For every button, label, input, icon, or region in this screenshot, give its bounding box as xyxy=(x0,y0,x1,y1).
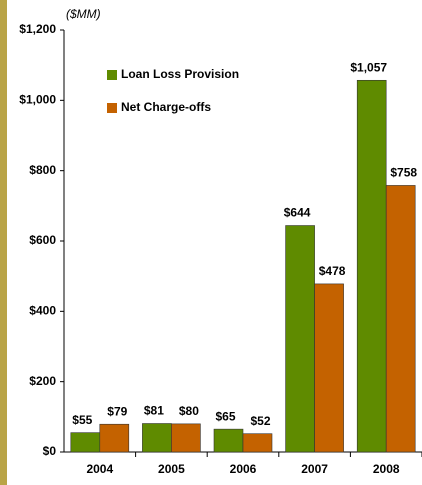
x-tick-label: 2005 xyxy=(158,462,185,476)
y-tick-label: $600 xyxy=(29,233,56,247)
value-label: $52 xyxy=(250,414,270,428)
x-tick-label: 2008 xyxy=(373,462,400,476)
value-label: $81 xyxy=(144,404,164,418)
bar xyxy=(356,79,387,453)
y-tick-label: $400 xyxy=(29,304,56,318)
bar xyxy=(70,432,101,453)
legend-swatch xyxy=(107,70,117,80)
bar xyxy=(99,423,130,453)
value-label: $758 xyxy=(390,166,417,180)
value-label: $80 xyxy=(179,404,199,418)
legend-label: Loan Loss Provision xyxy=(121,67,239,81)
value-label: $644 xyxy=(284,206,311,220)
bar xyxy=(242,433,273,453)
x-tick-label: 2007 xyxy=(301,462,328,476)
value-label: $55 xyxy=(72,413,92,427)
legend-swatch xyxy=(107,103,117,113)
y-tick-label: $0 xyxy=(43,444,57,458)
side-bar xyxy=(0,0,7,485)
x-tick-label: 2004 xyxy=(86,462,113,476)
y-tick-label: $1,200 xyxy=(19,22,56,36)
y-tick-label: $1,000 xyxy=(19,93,56,107)
y-tick-label: $200 xyxy=(29,374,56,388)
bar xyxy=(213,428,244,453)
bar xyxy=(385,185,416,453)
bar xyxy=(314,283,344,453)
value-label: $65 xyxy=(215,409,235,423)
bar xyxy=(285,225,315,453)
bar xyxy=(142,423,172,453)
x-tick-label: 2006 xyxy=(230,462,257,476)
y-tick-label: $800 xyxy=(29,163,56,177)
legend-label: Net Charge-offs xyxy=(121,100,211,114)
value-label: $478 xyxy=(319,264,346,278)
unit-label: ($MM) xyxy=(66,7,101,21)
value-label: $1,057 xyxy=(350,60,387,74)
bar xyxy=(171,423,201,453)
value-label: $79 xyxy=(107,404,127,418)
